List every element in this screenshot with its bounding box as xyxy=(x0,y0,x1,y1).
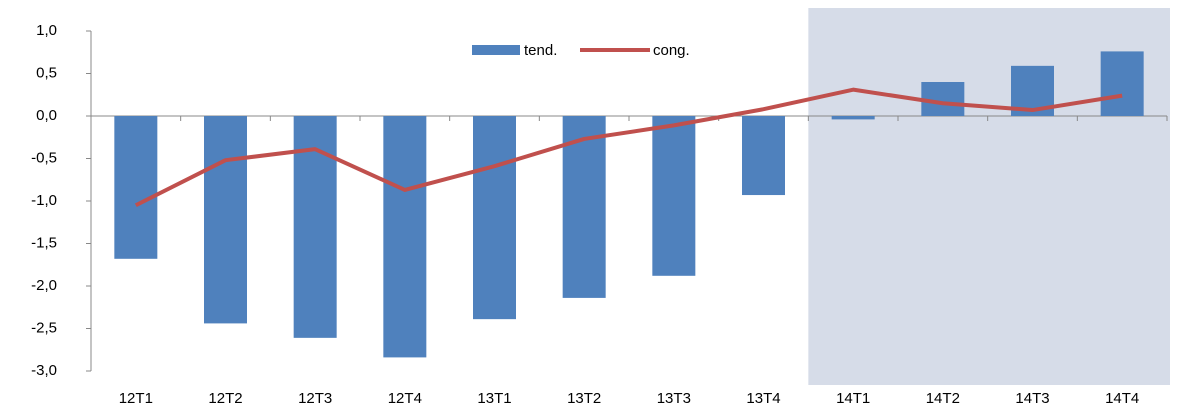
x-tick-label: 12T1 xyxy=(119,390,153,407)
y-tick-label: -0,5 xyxy=(31,149,57,166)
y-tick-label: -1,5 xyxy=(31,234,57,251)
y-tick-label: 0,0 xyxy=(36,107,57,124)
x-tick-label: 13T4 xyxy=(746,390,780,407)
bar xyxy=(114,116,158,259)
legend-label: tend. xyxy=(524,42,557,59)
x-tick-label: 13T2 xyxy=(567,390,601,407)
bar xyxy=(383,116,427,358)
legend-swatch xyxy=(472,45,520,55)
y-tick-label: 0,5 xyxy=(36,64,57,81)
bar xyxy=(293,116,337,338)
line xyxy=(134,87,1123,208)
bar xyxy=(562,116,606,298)
y-tick-label: -2,0 xyxy=(31,277,57,294)
bar xyxy=(473,116,516,320)
y-tick-label: 1,0 xyxy=(36,22,57,39)
x-tick-label: 13T1 xyxy=(477,390,511,407)
bar xyxy=(921,82,965,116)
x-tick-label: 12T4 xyxy=(388,390,422,407)
bar xyxy=(742,116,785,196)
x-tick-label: 14T3 xyxy=(1015,390,1049,407)
bar xyxy=(1100,51,1144,116)
bar xyxy=(204,116,247,324)
legend-label: cong. xyxy=(653,42,690,59)
x-tick-label: 13T3 xyxy=(657,390,691,407)
x-tick-label: 14T1 xyxy=(836,390,870,407)
y-tick-label: -3,0 xyxy=(31,362,57,379)
bar xyxy=(831,116,875,120)
y-tick-label: -1,0 xyxy=(31,192,57,209)
x-tick-label: 12T2 xyxy=(208,390,242,407)
x-tick-label: 14T2 xyxy=(926,390,960,407)
bar xyxy=(652,116,696,276)
x-tick-label: 14T4 xyxy=(1105,390,1139,407)
x-tick-label: 12T3 xyxy=(298,390,332,407)
y-tick-label: -2,5 xyxy=(31,319,57,336)
